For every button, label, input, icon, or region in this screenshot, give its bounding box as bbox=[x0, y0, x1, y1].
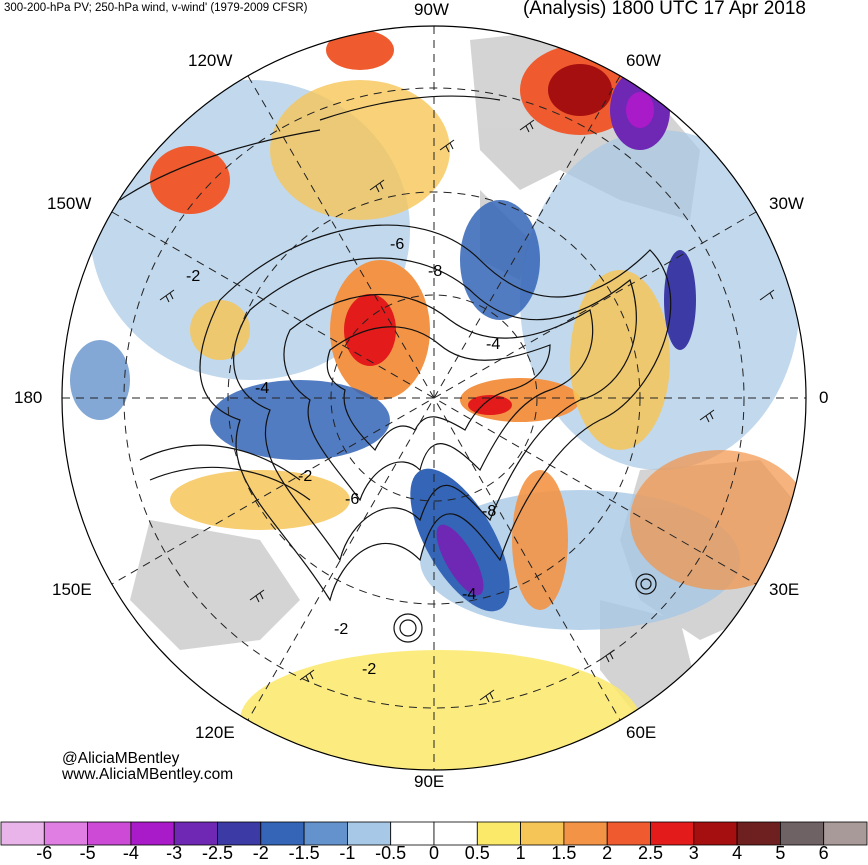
lon-label-0: 0 bbox=[819, 388, 829, 407]
colorbar-label: -3 bbox=[166, 843, 183, 863]
colorbar-label: 0 bbox=[428, 843, 440, 863]
colorbar-label: 5 bbox=[775, 843, 786, 863]
colorbar-swatch bbox=[563, 821, 608, 846]
colorbar-swatch bbox=[433, 821, 478, 846]
map-disk bbox=[62, 26, 806, 770]
colorbar-label: -1 bbox=[339, 843, 356, 863]
colorbar-swatch bbox=[520, 821, 565, 846]
colorbar-label: -0.5 bbox=[375, 843, 407, 863]
colorbar-label: -6 bbox=[36, 843, 53, 863]
contour-label: -4 bbox=[462, 586, 476, 603]
colorbar-label: 2.5 bbox=[637, 843, 664, 863]
lon-label-120e: 120E bbox=[195, 723, 235, 742]
lon-label-120w: 120W bbox=[188, 51, 233, 70]
colorbar-swatch bbox=[173, 821, 218, 846]
colorbar-label: 2 bbox=[602, 843, 613, 863]
contour-label: -4 bbox=[486, 336, 500, 353]
contour-label: -2 bbox=[298, 468, 312, 485]
lon-label-180: 180 bbox=[14, 388, 43, 407]
lon-label-30e: 30E bbox=[769, 580, 800, 599]
colorbar-swatch bbox=[736, 821, 781, 846]
colorbar-swatch bbox=[650, 821, 695, 846]
colorbar bbox=[0, 821, 868, 846]
lon-label-150w: 150W bbox=[47, 194, 92, 213]
colorbar-label: -2.5 bbox=[201, 843, 234, 863]
map-title-right: (Analysis) 1800 UTC 17 Apr 2018 bbox=[522, 0, 806, 19]
lon-label-90e: 90E bbox=[414, 772, 445, 791]
lon-label-60w: 60W bbox=[626, 51, 661, 70]
colorbar-swatch bbox=[303, 821, 348, 846]
contour-labels: -6 -8 -2 -4 -4 -2 -6 -8 -4 -2 -2 bbox=[186, 236, 500, 678]
colorbar-label: 1.5 bbox=[551, 843, 577, 863]
colorbar-swatch bbox=[87, 821, 132, 846]
lon-label-30w: 30W bbox=[769, 194, 804, 213]
colorbar-swatch bbox=[217, 821, 262, 846]
lon-label-60e: 60E bbox=[626, 723, 657, 742]
contour-label: -6 bbox=[390, 236, 404, 253]
credit-handle: @AliciaMBentley bbox=[62, 750, 180, 767]
colorbar-swatch bbox=[130, 821, 175, 846]
colorbar-label: 0.5 bbox=[464, 843, 490, 863]
map-title-left: 300-200-hPa PV; 250-hPa wind, v-wind' (1… bbox=[4, 2, 308, 14]
contour-label: -8 bbox=[428, 263, 442, 280]
colorbar-swatch bbox=[476, 821, 521, 846]
colorbar-label: 4 bbox=[732, 843, 743, 863]
colorbar-swatch bbox=[390, 821, 435, 846]
colorbar-label: 1 bbox=[515, 843, 526, 863]
contour-label: -2 bbox=[362, 661, 376, 678]
colorbar-swatch bbox=[780, 821, 825, 846]
colorbar-label: 6 bbox=[818, 843, 829, 863]
contour-label: -8 bbox=[482, 503, 496, 520]
contour-label: -4 bbox=[255, 380, 269, 397]
lon-label-150e: 150E bbox=[52, 580, 92, 599]
colorbar-label: -2 bbox=[252, 843, 269, 863]
colorbar-swatch bbox=[693, 821, 738, 846]
colorbar-swatch bbox=[823, 821, 868, 846]
colorbar-label: -4 bbox=[122, 843, 139, 863]
colorbar-swatch bbox=[346, 821, 392, 846]
credit-website: www.AliciaMBentley.com bbox=[62, 766, 234, 783]
wind-barbs bbox=[159, 119, 775, 703]
lon-label-90w: 90W bbox=[414, 0, 449, 19]
colorbar-label: 3 bbox=[688, 843, 699, 863]
colorbar-label: -1.5 bbox=[288, 843, 320, 863]
colorbar-swatch bbox=[260, 821, 305, 846]
contour-label: -2 bbox=[186, 268, 200, 285]
colorbar-swatch bbox=[606, 821, 651, 846]
colorbar-label: -5 bbox=[79, 843, 96, 863]
contour-label: -2 bbox=[334, 621, 348, 638]
pv-anomaly-shading bbox=[70, 30, 806, 770]
colorbar-swatch bbox=[43, 821, 88, 846]
colorbar-swatch bbox=[0, 821, 45, 846]
graticule bbox=[62, 26, 806, 770]
contour-label: -6 bbox=[345, 491, 359, 508]
